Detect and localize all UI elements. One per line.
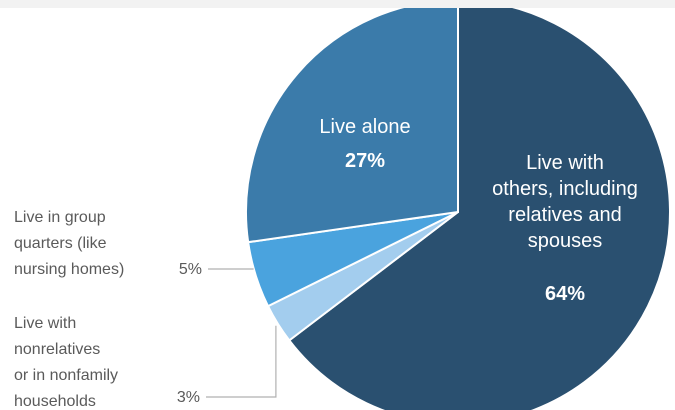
slice-label-1-line-0: Live with xyxy=(14,315,76,332)
slice-label-2-line-1: quarters (like xyxy=(14,235,107,252)
slice-label-1-line-3: households xyxy=(14,393,96,410)
slice-label-3: Live alone 27% xyxy=(319,116,410,172)
slice-pct-2: 5% xyxy=(179,261,202,278)
leader-lines xyxy=(206,268,277,398)
slice-pct-1: 3% xyxy=(177,389,200,406)
slice-pct-3: 27% xyxy=(345,150,385,172)
pie-slice-0 xyxy=(287,0,671,410)
leader-line-1 xyxy=(206,325,277,398)
slice-label-0-line-1: others, including xyxy=(492,178,638,200)
slice-label-2-line-2: nursing homes) xyxy=(14,261,124,278)
slice-label-1: Live with nonrelatives or in nonfamily hous… xyxy=(14,315,200,410)
slice-pct-0: 64% xyxy=(545,283,585,305)
slice-label-1-line-1: nonrelatives xyxy=(14,341,100,358)
slice-label-0-line-3: spouses xyxy=(528,230,603,252)
slice-label-0-line-0: Live with xyxy=(526,152,604,174)
top-border xyxy=(0,0,675,8)
pie-slices xyxy=(245,0,671,410)
slice-label-0-line-2: relatives and xyxy=(508,204,621,226)
slice-label-2: Live in group quarters (like nursing homes… xyxy=(14,209,202,278)
slice-labels: Live with others, including relatives and s… xyxy=(14,116,638,410)
slice-label-1-line-2: or in nonfamily xyxy=(14,367,118,384)
slice-label-3-line-0: Live alone xyxy=(319,116,410,138)
slice-label-0: Live with others, including relatives and s… xyxy=(492,152,638,305)
slice-label-2-line-0: Live in group xyxy=(14,209,106,226)
